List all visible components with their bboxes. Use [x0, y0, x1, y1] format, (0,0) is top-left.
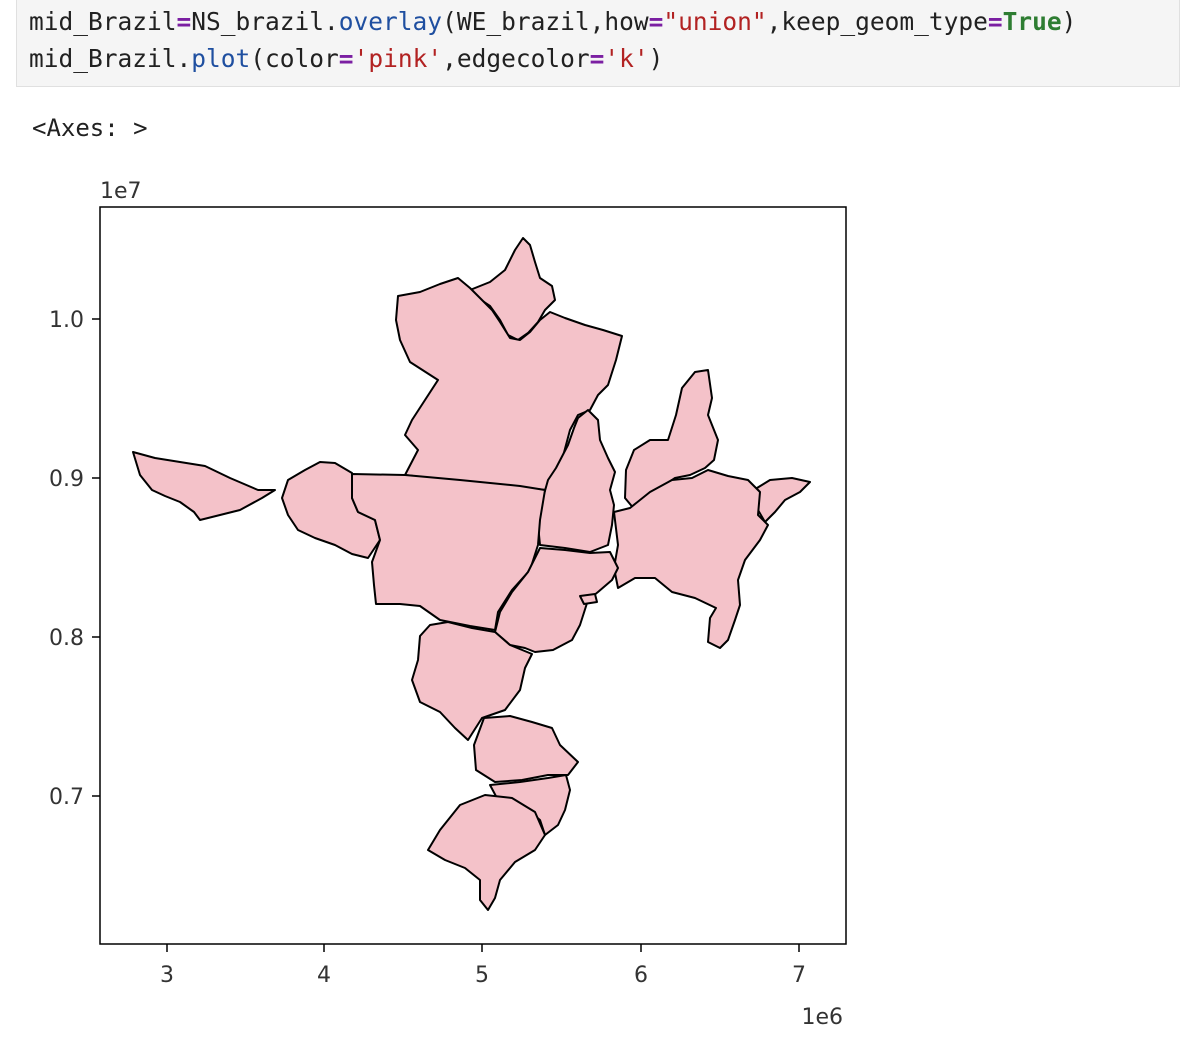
- y-tick-label: 1.0: [49, 308, 84, 333]
- code-token: ,edgecolor: [442, 44, 590, 73]
- region-polygon: [427, 794, 546, 911]
- region-polygon: [537, 409, 616, 553]
- code-token: 'pink': [353, 44, 443, 73]
- region-polygon: [579, 593, 598, 605]
- x-tick-label: 7: [792, 963, 806, 988]
- y-offset-label: 1e7: [100, 179, 142, 204]
- x-axis: 3 4 5 6 7 1e6: [160, 944, 843, 1030]
- x-tick-label: 3: [160, 963, 174, 988]
- y-axis: 0.7 0.8 0.9 1.0 1e7: [49, 179, 142, 810]
- x-tick-label: 4: [317, 963, 331, 988]
- region-polygon: [351, 473, 546, 631]
- output-repr: <Axes: >: [32, 114, 148, 142]
- code-token: (WE_brazil,how: [442, 7, 649, 36]
- code-token: NS_brazil.: [191, 7, 339, 36]
- code-token: 'k': [604, 44, 649, 73]
- region-polygon: [473, 715, 579, 783]
- code-line-1: mid_Brazil=NS_brazil.overlay(WE_brazil,h…: [29, 7, 1077, 36]
- axes: 3 4 5 6 7 1e6 0.7 0.8 0.9 1.0 1e7: [49, 179, 847, 1030]
- x-tick-label: 6: [634, 963, 648, 988]
- x-offset-label: 1e6: [801, 1005, 843, 1030]
- region-polygon: [469, 237, 556, 341]
- code-token: mid_Brazil.: [29, 44, 192, 73]
- code-token: plot: [191, 44, 251, 73]
- y-tick-label: 0.9: [49, 467, 84, 492]
- code-token: =: [589, 44, 605, 73]
- map-plot: 3 4 5 6 7 1e6 0.7 0.8 0.9 1.0 1e7: [49, 179, 847, 1030]
- code-token: =: [987, 7, 1003, 36]
- code-token: (color: [250, 44, 339, 73]
- region-polygon: [411, 621, 533, 741]
- code-cell[interactable]: mid_Brazil=NS_brazil.overlay(WE_brazil,h…: [16, 0, 1180, 87]
- code-line-2: mid_Brazil.plot(color='pink',edgecolor='…: [29, 44, 664, 73]
- code-token: True: [1002, 7, 1062, 36]
- code-token: ,keep_geom_type: [766, 7, 988, 36]
- code-token: ): [648, 44, 664, 73]
- map-regions: [132, 237, 811, 911]
- code-token: =: [648, 7, 664, 36]
- code-token: =: [176, 7, 192, 36]
- region-polygon: [756, 477, 811, 523]
- y-tick-label: 0.7: [49, 785, 84, 810]
- region-polygon: [613, 469, 769, 649]
- region-polygon: [494, 547, 619, 653]
- code-token: overlay: [338, 7, 443, 36]
- region-polygon: [395, 277, 623, 491]
- code-token: mid_Brazil: [29, 7, 177, 36]
- x-tick-label: 5: [475, 963, 489, 988]
- code-token: ): [1061, 7, 1077, 36]
- y-tick-label: 0.8: [49, 626, 84, 651]
- region-polygon: [132, 451, 276, 521]
- code-token: "union": [663, 7, 767, 36]
- code-token: =: [338, 44, 354, 73]
